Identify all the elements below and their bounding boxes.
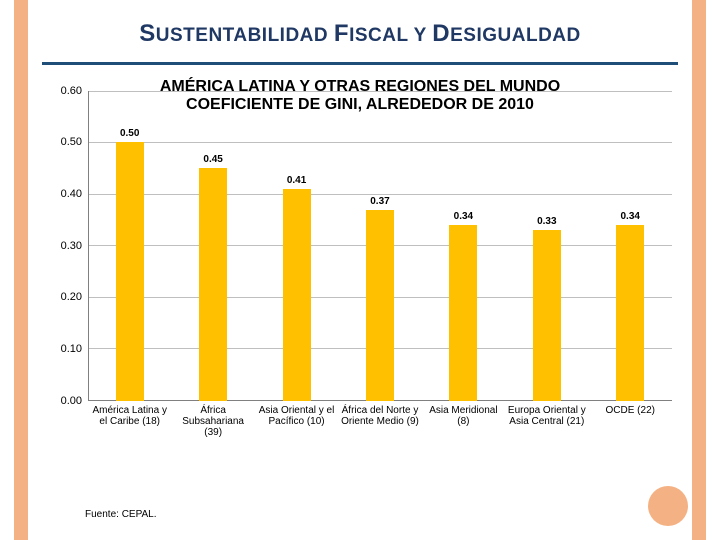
x-axis-labels: América Latina y el Caribe (18)África Su… (88, 405, 672, 438)
x-tick-label: África del Norte y Oriente Medio (9) (338, 405, 421, 438)
bar-slot: 0.37 (338, 91, 421, 401)
right-decoration-bar (692, 0, 706, 540)
bars: 0.50 0.45 0.41 0.37 0.34 0.33 0.34 (88, 91, 672, 401)
bar-slot: 0.50 (88, 91, 171, 401)
x-tick-label: América Latina y el Caribe (18) (88, 405, 171, 438)
bar-slot: 0.45 (171, 91, 254, 401)
title-underline (42, 62, 678, 65)
bar-slot: 0.34 (589, 91, 672, 401)
bar: 0.37 (366, 210, 394, 401)
bar-value-label: 0.33 (537, 216, 556, 227)
y-tick-label: 0.60 (48, 85, 82, 97)
bar: 0.34 (449, 225, 477, 401)
x-tick-label: Europa Oriental y Asia Central (21) (505, 405, 588, 438)
source-text: Fuente: CEPAL. (85, 509, 157, 520)
left-decoration-bar (14, 0, 28, 540)
slide-title: SUSTENTABILIDAD FISCAL Y DESIGUALDAD (60, 20, 660, 48)
bar: 0.41 (283, 189, 311, 401)
chart-plot: 0.000.100.200.300.400.500.600.500.450.41… (88, 91, 672, 401)
bar: 0.34 (616, 225, 644, 401)
bar-value-label: 0.41 (287, 175, 306, 186)
x-tick-label: África Subsahariana (39) (171, 405, 254, 438)
y-tick-label: 0.30 (48, 240, 82, 252)
x-tick-label: Asia Meridional (8) (422, 405, 505, 438)
bar-value-label: 0.50 (120, 128, 139, 139)
x-tick-label: OCDE (22) (589, 405, 672, 438)
bar: 0.33 (533, 230, 561, 401)
bar-slot: 0.33 (505, 91, 588, 401)
y-tick-label: 0.10 (48, 343, 82, 355)
chart-container: AMÉRICA LATINA Y OTRAS REGIONES DEL MUND… (48, 78, 672, 490)
bar-slot: 0.34 (422, 91, 505, 401)
slide: SUSTENTABILIDAD FISCAL Y DESIGUALDAD AMÉ… (0, 0, 720, 540)
bar-value-label: 0.45 (203, 154, 222, 165)
bar: 0.50 (116, 142, 144, 400)
bar: 0.45 (199, 168, 227, 401)
bar-value-label: 0.37 (370, 196, 389, 207)
y-tick-label: 0.20 (48, 291, 82, 303)
bar-slot: 0.41 (255, 91, 338, 401)
y-tick-label: 0.40 (48, 188, 82, 200)
bar-value-label: 0.34 (621, 211, 640, 222)
y-tick-label: 0.50 (48, 136, 82, 148)
x-tick-label: Asia Oriental y el Pacífico (10) (255, 405, 338, 438)
bar-value-label: 0.34 (454, 211, 473, 222)
y-tick-label: 0.00 (48, 395, 82, 407)
circle-decoration (648, 486, 688, 526)
